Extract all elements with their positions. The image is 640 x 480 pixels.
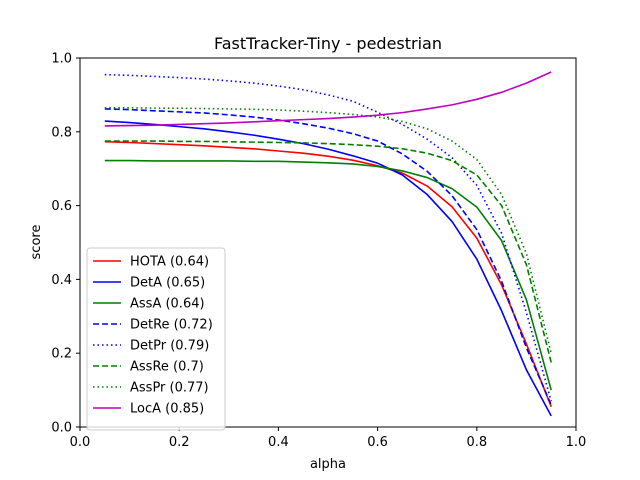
y-axis: 0.0 0.2 0.4 0.6 0.8 1.0 — [51, 52, 80, 436]
series-line-2 — [104, 159, 552, 391]
chart-title: FastTracker-Tiny - pedestrian — [214, 34, 442, 53]
legend: HOTA (0.64) DetA (0.65) AssA (0.64) DetRe (… — [86, 247, 226, 431]
y-tick-label: 0.4 — [51, 273, 72, 288]
y-tick-label: 0.8 — [51, 125, 72, 140]
legend-label: DetPr (0.79) — [130, 339, 209, 354]
series-line-7 — [104, 71, 552, 127]
axes-frame — [79, 57, 577, 428]
y-tick-label: 0.0 — [51, 421, 72, 436]
series-line-1 — [104, 120, 552, 417]
series-line-0 — [104, 140, 552, 407]
legend-label: DetRe (0.72) — [130, 318, 213, 333]
series-line-5 — [104, 140, 552, 363]
legend-box — [86, 247, 226, 431]
x-axis-label: alpha — [310, 457, 346, 472]
legend-label: LocA (0.85) — [130, 402, 204, 417]
x-tick-label: 0.6 — [367, 435, 388, 450]
x-axis: 0.0 0.2 0.4 0.6 0.8 1.0 — [70, 427, 587, 450]
y-axis-label: score — [29, 225, 44, 260]
x-tick-label: 0.8 — [466, 435, 487, 450]
plot-area — [79, 57, 577, 428]
legend-label: AssA (0.64) — [130, 297, 205, 312]
x-tick-label: 0.0 — [70, 435, 91, 450]
legend-label: AssRe (0.7) — [130, 360, 204, 375]
x-tick-label: 0.4 — [268, 435, 289, 450]
legend-label: HOTA (0.64) — [130, 255, 209, 270]
y-tick-label: 0.2 — [51, 347, 72, 362]
y-tick-label: 1.0 — [51, 52, 72, 67]
series-line-4 — [104, 73, 552, 402]
y-tick-label: 0.6 — [51, 199, 72, 214]
series-line-6 — [104, 107, 552, 354]
x-tick-label: 0.2 — [169, 435, 190, 450]
legend-label: AssPr (0.77) — [130, 381, 209, 396]
legend-label: DetA (0.65) — [130, 276, 205, 291]
series-line-3 — [104, 108, 552, 406]
x-tick-label: 1.0 — [566, 435, 587, 450]
